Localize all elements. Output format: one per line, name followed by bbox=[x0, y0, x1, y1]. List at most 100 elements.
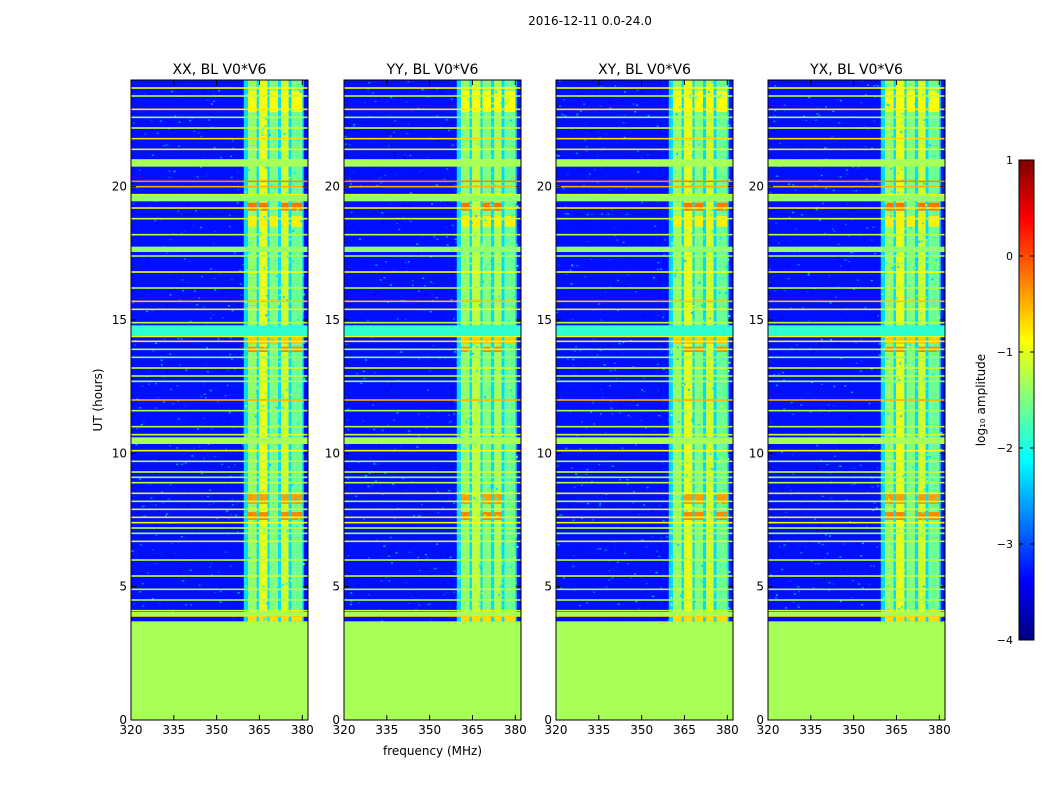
rfi-line bbox=[131, 348, 308, 351]
rfi-band-patch bbox=[694, 202, 704, 211]
rfi-band-column bbox=[906, 80, 916, 622]
rfi-line bbox=[344, 95, 521, 97]
rfi-band-patch bbox=[504, 90, 516, 112]
rfi-line bbox=[131, 308, 308, 311]
rfi-line bbox=[556, 137, 733, 140]
colorbar-tick-label: 1 bbox=[1006, 154, 1013, 167]
rfi-band-patch bbox=[673, 90, 682, 112]
rfi-band-patch bbox=[258, 330, 268, 344]
rfi-line bbox=[768, 471, 945, 473]
subplot-xx: XX, BL V0*V6 320 335 350 365 380 0 5 10 15 20 UT (h… bbox=[91, 62, 314, 737]
rfi-line bbox=[131, 527, 308, 529]
rfi-band-patch bbox=[885, 202, 894, 211]
rfi-line bbox=[556, 508, 733, 511]
y-tick-label: 15 bbox=[749, 313, 764, 327]
rfi-line bbox=[556, 609, 733, 612]
y-axis: 0 5 10 15 20 bbox=[749, 180, 945, 727]
rfi-wide-line bbox=[344, 194, 521, 202]
rfi-line bbox=[344, 137, 521, 140]
rfi-line bbox=[131, 449, 308, 452]
rfi-line bbox=[344, 433, 521, 436]
rfi-band-patch bbox=[716, 202, 728, 211]
rfi-line bbox=[344, 449, 521, 452]
rfi-band-patch bbox=[673, 613, 682, 622]
rfi-line bbox=[768, 233, 945, 236]
rfi-line bbox=[768, 516, 945, 519]
rfi-wide-line bbox=[556, 325, 733, 336]
y-axis: 0 5 10 15 20 bbox=[537, 180, 733, 727]
rfi-band-column bbox=[504, 80, 516, 622]
y-tick-label: 0 bbox=[544, 713, 552, 727]
rfi-band-patch bbox=[291, 202, 303, 211]
rfi-band-patch bbox=[918, 202, 926, 211]
subplot-title: YX, BL V0*V6 bbox=[809, 62, 903, 78]
rfi-line bbox=[131, 575, 308, 577]
rfi-band-patch bbox=[716, 330, 728, 344]
rfi-line bbox=[768, 95, 945, 97]
rfi-band-patch bbox=[269, 330, 279, 344]
x-tick-label: 365 bbox=[461, 723, 484, 737]
y-tick-label: 10 bbox=[325, 446, 340, 460]
no-data-region bbox=[768, 621, 945, 720]
rfi-band-patch bbox=[706, 330, 714, 344]
y-tick-label: 0 bbox=[119, 713, 127, 727]
rfi-band-patch bbox=[918, 613, 926, 622]
rfi-band-patch bbox=[281, 512, 289, 520]
rfi-line bbox=[344, 207, 521, 209]
rfi-line bbox=[768, 116, 945, 119]
rfi-band-patch bbox=[258, 613, 268, 622]
rfi-band-patch bbox=[291, 90, 303, 112]
rfi-band-column bbox=[706, 80, 714, 622]
rfi-line bbox=[556, 599, 733, 601]
rfi-line bbox=[131, 540, 308, 543]
rfi-band-patch bbox=[482, 90, 492, 112]
rfi-band-patch bbox=[683, 613, 693, 622]
rfi-band-patch bbox=[694, 493, 704, 504]
rfi-line bbox=[556, 425, 733, 428]
rfi-band-patch bbox=[694, 216, 704, 227]
rfi-line bbox=[344, 516, 521, 519]
rfi-band-patch bbox=[895, 493, 905, 504]
colorbar-tick-label: −3 bbox=[997, 538, 1013, 551]
rfi-line bbox=[768, 255, 945, 257]
rfi-line bbox=[344, 492, 521, 495]
rfi-band-column bbox=[673, 80, 682, 622]
rfi-line bbox=[556, 287, 733, 289]
rfi-line bbox=[556, 575, 733, 577]
rfi-band-patch bbox=[494, 202, 502, 211]
y-tick-label: 5 bbox=[119, 580, 127, 594]
x-tick-label: 380 bbox=[716, 723, 739, 737]
rfi-line bbox=[131, 287, 308, 289]
rfi-line bbox=[556, 356, 733, 359]
rfi-line bbox=[768, 207, 945, 209]
rfi-line bbox=[344, 599, 521, 601]
x-axis: 320 335 350 365 380 bbox=[757, 80, 951, 737]
x-tick-label: 380 bbox=[291, 723, 314, 737]
rfi-line bbox=[556, 217, 733, 220]
rfi-line bbox=[344, 527, 521, 529]
y-tick-label: 20 bbox=[112, 180, 127, 194]
rfi-line bbox=[344, 559, 521, 561]
subplot-title: XX, BL V0*V6 bbox=[173, 62, 267, 78]
rfi-line bbox=[344, 287, 521, 289]
rfi-wide-line bbox=[768, 325, 945, 336]
rfi-band-patch bbox=[918, 512, 926, 520]
subplot-xy: XY, BL V0*V6 320 335 350 365 380 0 5 10 15 20 bbox=[537, 62, 739, 737]
rfi-line bbox=[556, 380, 733, 383]
rfi-line bbox=[131, 180, 308, 183]
rfi-line bbox=[768, 425, 945, 428]
rfi-band-patch bbox=[471, 216, 481, 227]
rfi-band-patch bbox=[504, 216, 516, 227]
rfi-line bbox=[768, 559, 945, 561]
heatmap-body bbox=[131, 80, 308, 720]
rfi-band-patch bbox=[885, 512, 894, 520]
x-tick-label: 320 bbox=[120, 723, 143, 737]
rfi-line bbox=[131, 356, 308, 359]
rfi-line bbox=[344, 148, 521, 151]
rfi-line bbox=[131, 460, 308, 463]
rfi-band-patch bbox=[918, 90, 926, 112]
rfi-band-patch bbox=[461, 216, 470, 227]
rfi-band-patch bbox=[291, 330, 303, 344]
rfi-line bbox=[344, 575, 521, 577]
rfi-band-patch bbox=[673, 330, 682, 344]
